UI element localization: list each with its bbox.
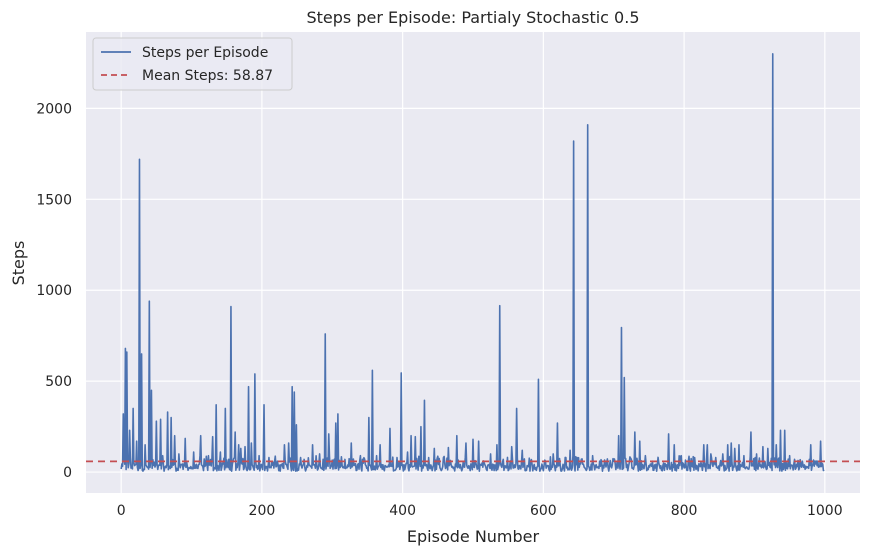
y-tick-label: 1000 (36, 283, 72, 299)
legend-label-mean: Mean Steps: 58.87 (142, 68, 273, 84)
y-tick-label: 2000 (36, 101, 72, 117)
x-tick-label: 800 (671, 503, 698, 519)
x-tick-label: 200 (249, 503, 276, 519)
grid-lines (86, 32, 860, 493)
y-tick-label: 500 (45, 374, 72, 390)
chart-title: Steps per Episode: Partialy Stochastic 0… (306, 8, 639, 27)
legend: Steps per Episode Mean Steps: 58.87 (92, 37, 293, 91)
legend-label-steps: Steps per Episode (142, 45, 268, 61)
y-axis-title: Steps (9, 241, 28, 286)
x-tick-label: 400 (389, 503, 416, 519)
x-tick-label: 0 (117, 503, 126, 519)
tick-labels: 0 200 400 600 800 1000 0 500 1000 1500 2000 (36, 101, 842, 519)
x-tick-label: 600 (530, 503, 557, 519)
series-line-steps (120, 53, 825, 472)
x-axis-title: Episode Number (407, 527, 540, 546)
legend-box (92, 37, 293, 91)
x-tick-label: 1000 (807, 503, 843, 519)
y-tick-label: 1500 (36, 192, 72, 208)
series-layer (86, 53, 860, 472)
plot-background (86, 32, 860, 493)
y-tick-label: 0 (63, 465, 72, 481)
